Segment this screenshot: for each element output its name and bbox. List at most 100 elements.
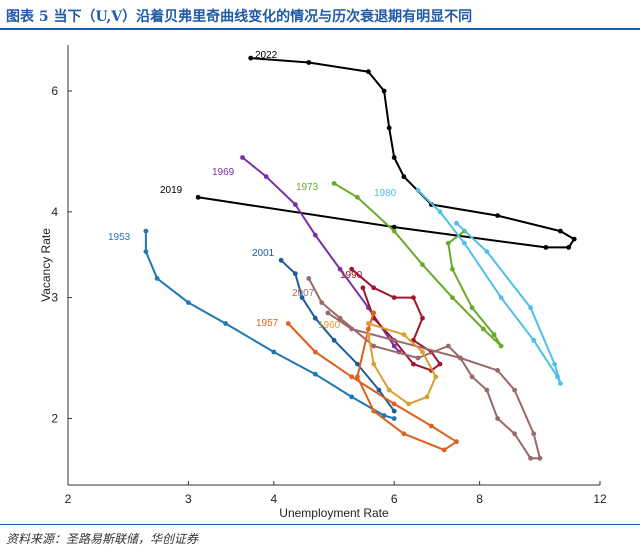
series-point-1953	[143, 249, 149, 255]
series-point-2001	[292, 271, 298, 277]
series-point-1953	[271, 349, 277, 355]
series-point-2007	[537, 455, 543, 461]
series-point-2001	[278, 257, 284, 263]
series-point-1957	[285, 321, 291, 326]
title-rule	[0, 28, 640, 30]
series-point-2007	[337, 315, 343, 321]
series-point-1980	[415, 187, 421, 193]
series-point-1973	[491, 332, 497, 337]
x-tick-label: 3	[185, 492, 192, 506]
x-axis-title: Unemployment Rate	[279, 506, 389, 520]
series-point-1990	[371, 285, 377, 291]
series-point-2022	[391, 155, 397, 160]
series-point-1990	[349, 266, 355, 272]
series-line-1980	[417, 189, 562, 385]
series-point-1969	[292, 202, 298, 207]
series-point-1973	[420, 262, 425, 268]
series-point-1953	[143, 228, 149, 234]
series-point-1953	[154, 276, 160, 281]
series-point-1990	[391, 295, 397, 300]
series-point-1953	[381, 413, 387, 418]
x-tick-label: 4	[270, 492, 277, 506]
series-point-1980	[528, 305, 533, 311]
series-point-1969	[337, 266, 343, 272]
series-point-2022	[386, 125, 392, 131]
series-label-1957: 1957	[256, 318, 279, 329]
series-label-2019: 2019	[160, 185, 183, 196]
series-point-1960	[406, 401, 412, 407]
series-point-1960	[433, 374, 439, 380]
series-point-2001	[331, 337, 337, 343]
series-point-2007	[306, 276, 312, 281]
figure-source: 资料来源：圣路易斯联储，华创证券	[6, 532, 199, 546]
x-tick-label: 12	[593, 492, 607, 506]
series-point-1973	[450, 295, 455, 300]
series-point-1960	[401, 332, 407, 337]
series-point-1957	[355, 374, 360, 380]
y-tick-label: 3	[51, 291, 58, 305]
series-point-1953	[391, 416, 397, 421]
series-point-2001	[312, 315, 318, 321]
series-point-2022	[391, 224, 397, 230]
series-point-1980	[555, 374, 560, 380]
series-point-2022	[306, 60, 312, 65]
series-point-2022	[543, 245, 549, 250]
series-point-2007	[512, 431, 517, 437]
series-point-1953	[223, 321, 229, 326]
series-point-2007	[391, 337, 397, 343]
series-point-1980	[437, 209, 443, 215]
series-point-1980	[484, 249, 490, 255]
series-point-1973	[498, 343, 504, 349]
series-point-1957	[391, 401, 397, 407]
figure-title: 图表 5 当下（U,V）沿着贝弗里奇曲线变化的情况与历次衰退期有明显不同	[6, 9, 473, 25]
series-point-1953	[186, 300, 191, 305]
series-line-2001	[280, 259, 396, 412]
series-point-1980	[558, 381, 563, 386]
x-tick-label: 6	[391, 492, 398, 506]
series-point-1957	[371, 408, 377, 414]
y-tick-label: 2	[51, 411, 58, 425]
series-point-1957	[401, 431, 407, 437]
series-point-1960	[424, 394, 430, 400]
series-point-2022	[195, 194, 201, 200]
series-label-1980: 1980	[374, 188, 397, 199]
series-point-2007	[469, 374, 475, 380]
series-label-1990: 1990	[340, 270, 363, 281]
series-point-1969	[391, 343, 397, 349]
series-point-2007	[531, 431, 537, 437]
series-point-2007	[445, 343, 451, 349]
series-point-1973	[469, 305, 475, 311]
series-point-2022	[558, 228, 563, 234]
series-point-2022	[566, 245, 572, 250]
series-point-1953	[312, 371, 318, 377]
series-point-1957	[366, 326, 371, 332]
series-label-2007: 2007	[292, 288, 315, 299]
series-point-2007	[319, 300, 325, 305]
series-point-1990	[411, 295, 416, 300]
series-point-2022	[248, 55, 254, 61]
series-label-2001: 2001	[252, 248, 275, 259]
series-point-2001	[391, 408, 397, 414]
y-tick-label: 6	[51, 84, 58, 98]
series-point-2007	[415, 355, 421, 361]
series-point-1960	[386, 387, 392, 393]
series-point-1980	[498, 295, 504, 300]
series-point-1960	[366, 332, 371, 337]
bottom-rule	[0, 524, 640, 525]
series-point-2007	[371, 343, 377, 349]
series-label-2022: 2022	[255, 50, 278, 61]
series-point-2007	[484, 387, 490, 393]
series-point-1957	[371, 310, 377, 316]
y-tick-label: 4	[51, 205, 58, 219]
series-point-1973	[480, 326, 486, 332]
x-tick-label: 8	[476, 492, 483, 506]
series-point-2007	[325, 310, 331, 316]
series-line-1953	[144, 231, 395, 420]
series-point-2007	[495, 416, 500, 421]
series-point-1957	[349, 374, 355, 380]
series-point-1960	[420, 349, 425, 355]
series-point-1980	[462, 240, 467, 246]
series-point-1980	[454, 220, 459, 226]
series-point-2001	[355, 361, 360, 367]
